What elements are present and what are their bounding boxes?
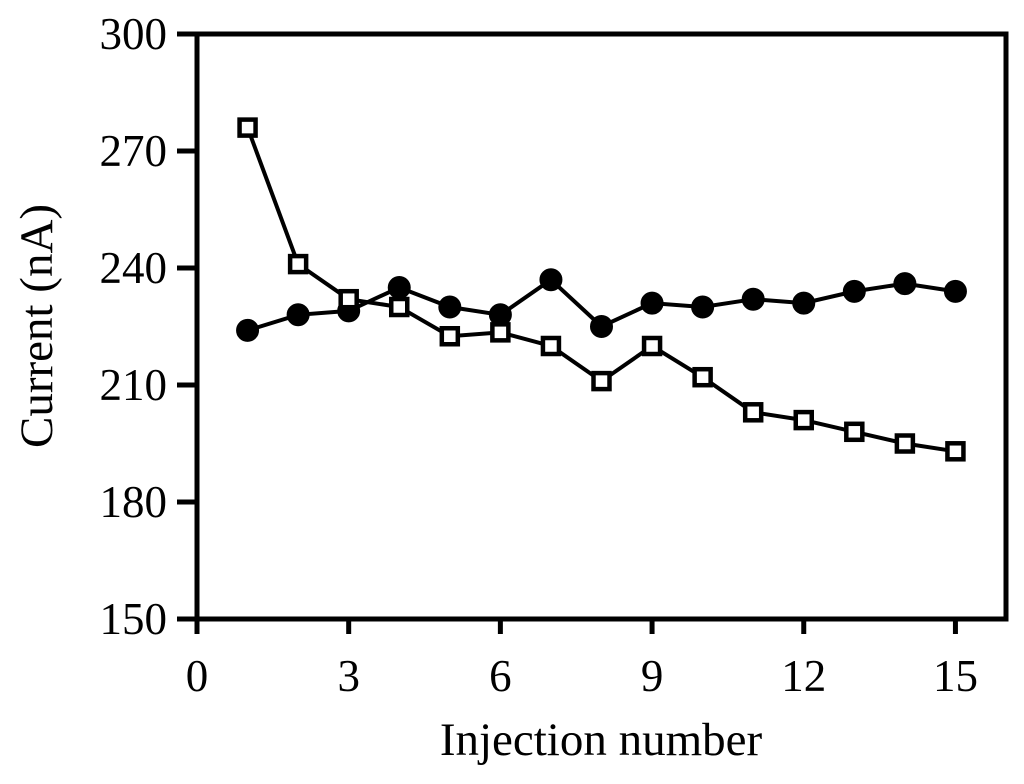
data-point-square (591, 370, 612, 392)
data-point-circle (590, 315, 613, 338)
data-point-circle (236, 318, 260, 342)
data-point-square (894, 433, 916, 454)
x-tick-label: 12 (781, 651, 826, 701)
y-tick-label: 210 (100, 360, 168, 410)
x-tick-label: 0 (186, 651, 209, 701)
data-point-circle (943, 279, 967, 303)
y-tick-label: 180 (100, 477, 168, 527)
y-tick-label: 300 (100, 9, 168, 59)
data-point-circle (640, 291, 664, 315)
data-point-circle (741, 287, 765, 311)
data-point-circle (691, 295, 715, 319)
data-point-square (641, 335, 663, 357)
data-point-circle (539, 268, 563, 292)
data-point-circle (387, 276, 411, 299)
data-point-circle (792, 291, 816, 315)
data-point-circle (893, 272, 917, 296)
data-point-square (742, 402, 764, 423)
x-tick-label: 9 (641, 651, 664, 701)
data-point-square (389, 296, 410, 318)
data-point-circle (438, 295, 462, 319)
data-point-square (945, 441, 966, 462)
data-point-square (844, 421, 865, 443)
x-tick-label: 15 (933, 651, 978, 701)
y-tick-label: 270 (100, 126, 168, 176)
plot-layer: 150 180 210 240 270 300 0 3 6 9 12 15 (100, 9, 1009, 701)
data-point-square (540, 335, 562, 357)
data-point-circle (842, 279, 866, 303)
data-point-square (793, 409, 814, 431)
data-point-square (439, 326, 461, 347)
data-point-square (490, 322, 511, 343)
data-point-circle (286, 303, 310, 327)
y-axis-title: Current (nA) (11, 204, 63, 448)
data-point-square (287, 253, 309, 275)
data-point-square (338, 288, 359, 310)
x-tick-label: 3 (337, 651, 360, 701)
x-axis-title: Injection number (440, 714, 763, 766)
plot-frame (194, 31, 1009, 622)
y-tick-label: 150 (100, 594, 168, 644)
y-tick-label: 240 (100, 243, 168, 293)
data-point-square (692, 366, 713, 388)
x-tick-label: 6 (489, 651, 512, 701)
data-point-square (237, 117, 258, 138)
